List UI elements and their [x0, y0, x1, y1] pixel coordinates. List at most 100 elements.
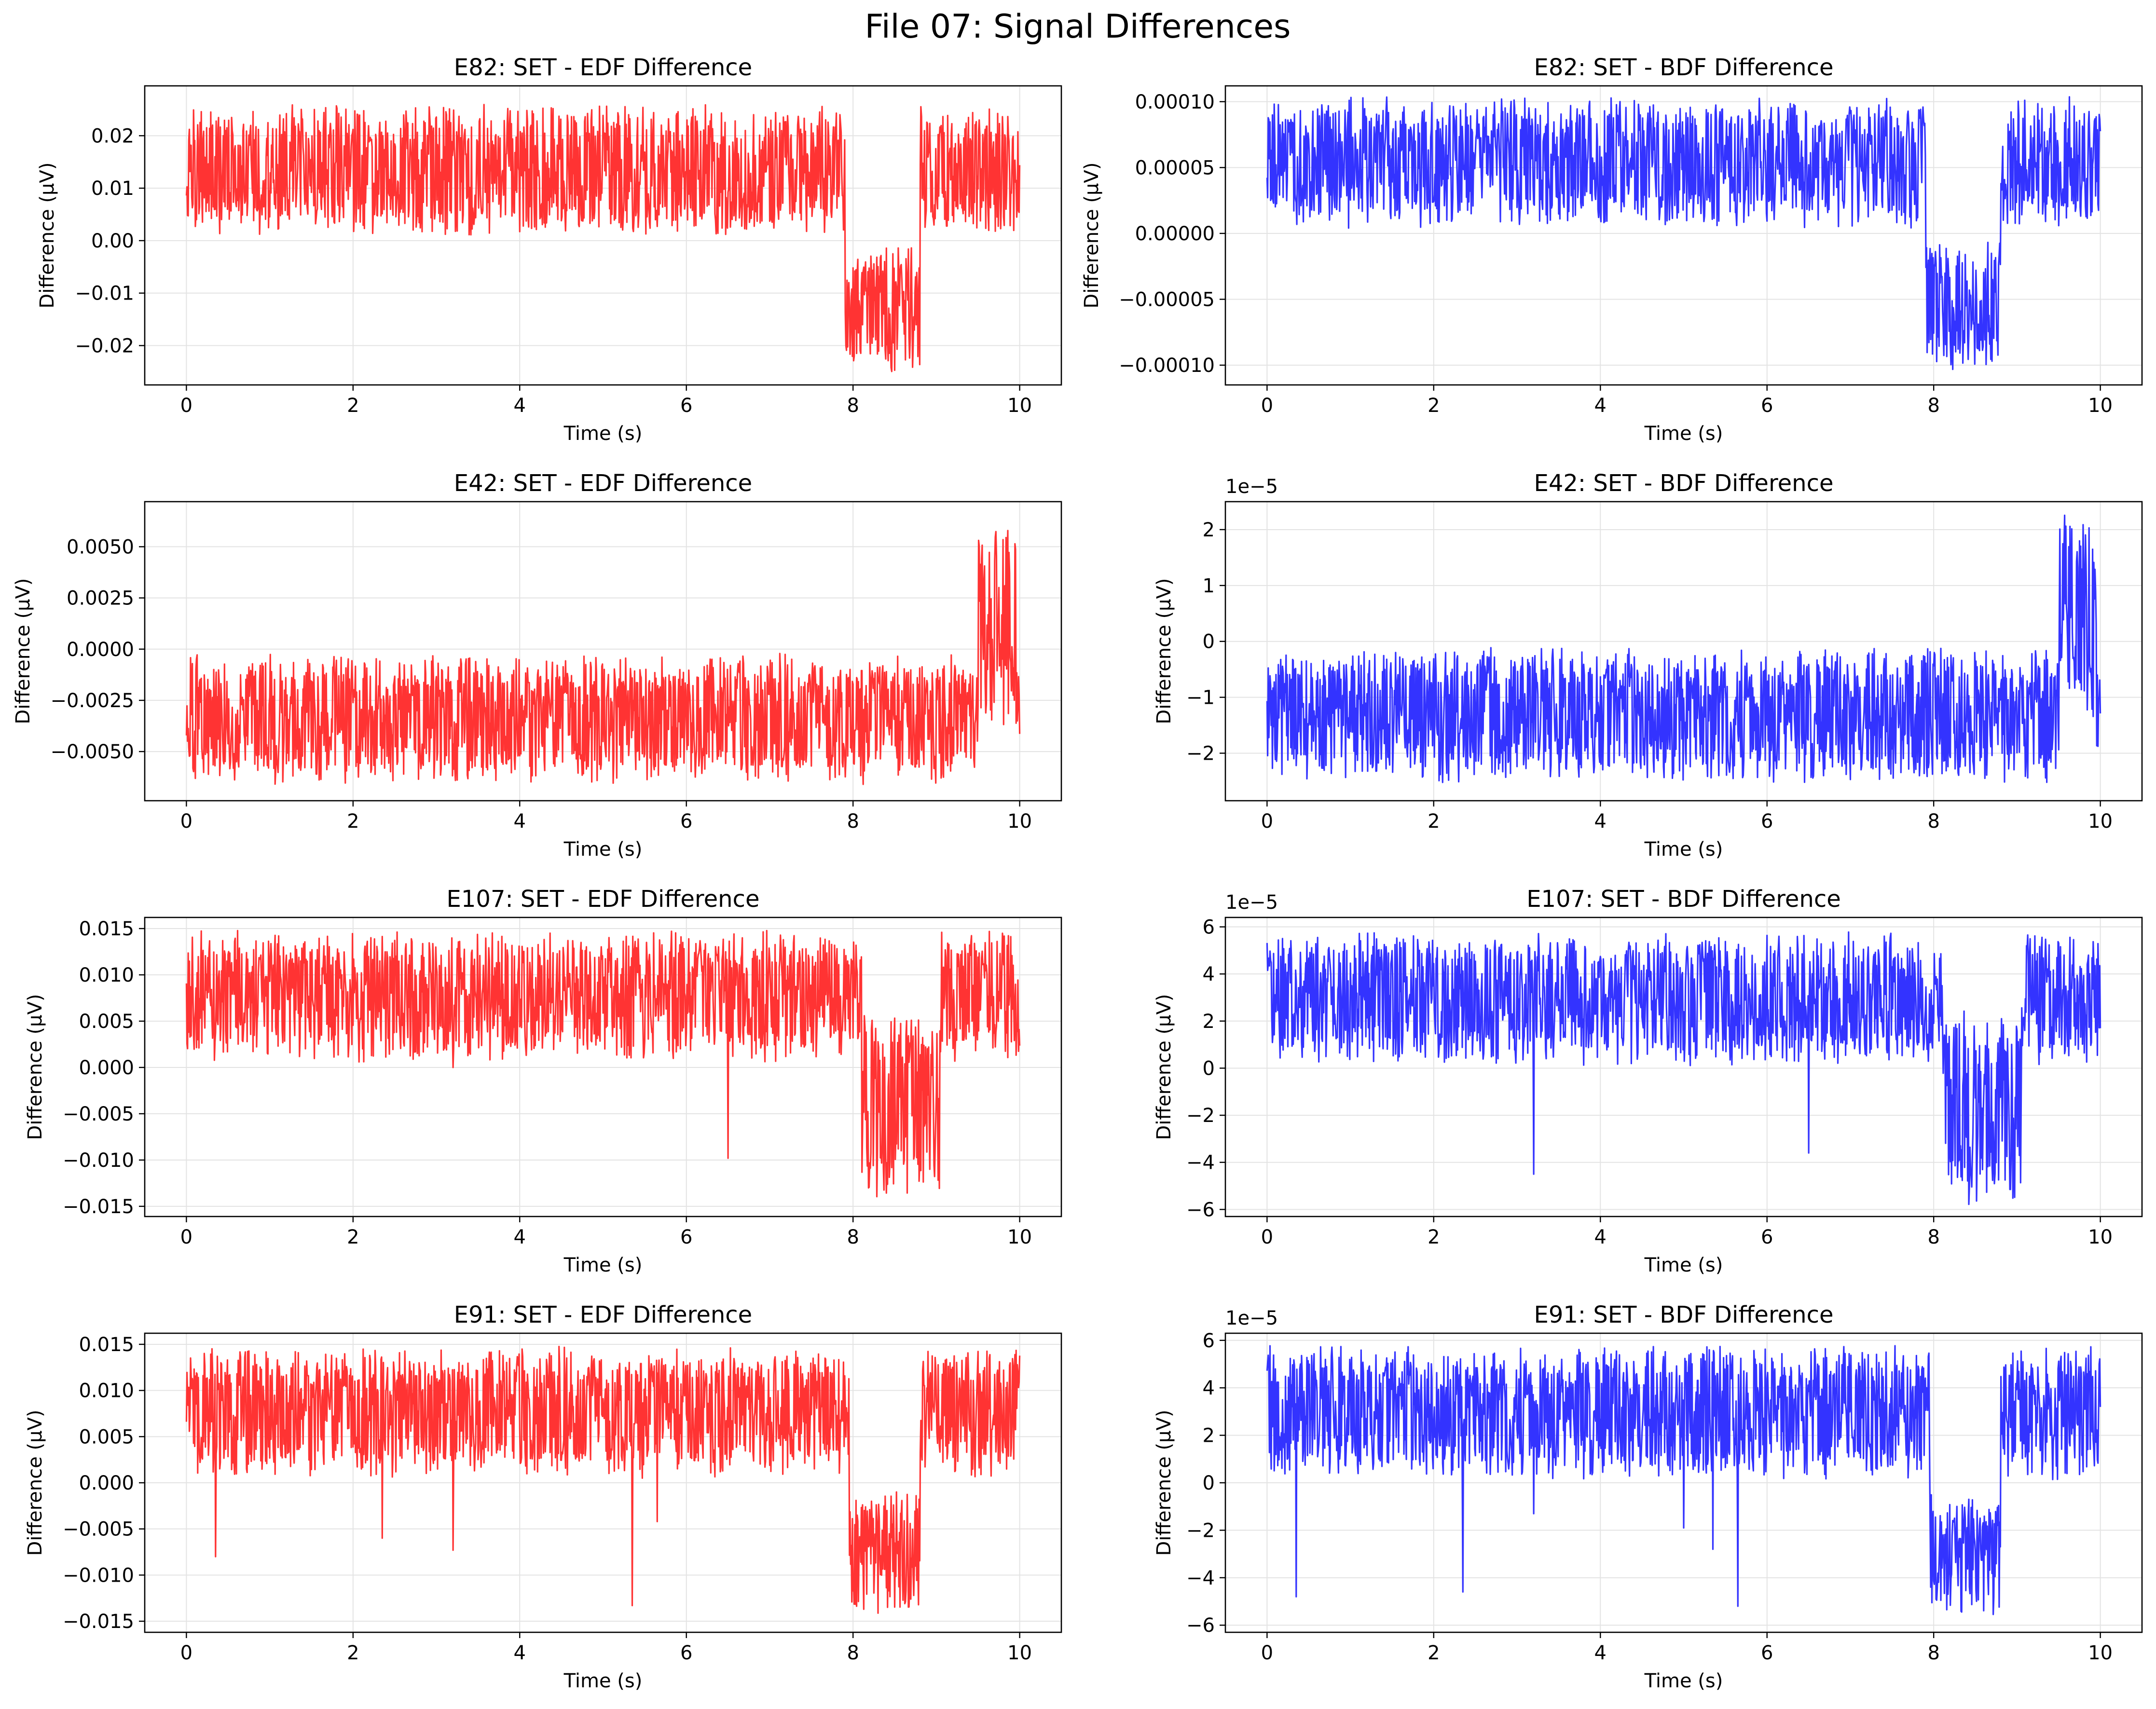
x-tick-label: 6	[1761, 1226, 1773, 1248]
y-tick-label: 2	[1203, 1011, 1215, 1033]
y-tick-label: 0.005	[79, 1011, 134, 1033]
grid-lines	[145, 917, 1061, 1217]
x-tick-label: 2	[1428, 810, 1440, 833]
y-tick-label: 0.010	[79, 1380, 134, 1402]
y-tick-label: −0.00005	[1119, 288, 1215, 311]
y-tick-label: 4	[1203, 1377, 1215, 1399]
x-tick-label: 8	[847, 1226, 859, 1248]
y-tick-label: 0.015	[79, 918, 134, 940]
y-tick-label: −6	[1186, 1199, 1215, 1221]
y-axis-label: Difference (µV)	[1081, 163, 1103, 309]
x-tick-label: 0	[180, 1642, 192, 1664]
y-tick-label: 0.00	[91, 230, 134, 252]
x-tick-label: 6	[1761, 810, 1773, 833]
x-tick-label: 6	[680, 810, 692, 833]
x-tick-label: 0	[180, 395, 192, 417]
plot-frame	[144, 85, 1062, 386]
y-tick-label: 0.02	[91, 125, 134, 147]
y-tick-label: −6	[1186, 1614, 1215, 1637]
y-tick-label: −0.010	[63, 1564, 134, 1586]
x-tick-label: 0	[1261, 395, 1273, 417]
x-tick-label: 4	[1594, 1642, 1607, 1664]
x-tick-label: 2	[1428, 1642, 1440, 1664]
x-tick-label: 10	[1007, 1642, 1032, 1664]
x-tick-label: 6	[1761, 395, 1773, 417]
series-line	[1266, 514, 2101, 783]
subplot-title: E82: SET - BDF Difference	[1534, 54, 1834, 81]
x-tick-label: 8	[1927, 810, 1939, 833]
y-offset-label: 1e−5	[1225, 891, 1278, 914]
y-axis-label: Difference (µV)	[36, 163, 58, 309]
plot-frame	[1224, 501, 2143, 802]
x-tick-label: 0	[180, 1226, 192, 1248]
x-tick-label: 0	[1261, 810, 1273, 833]
subplot-title: E91: SET - BDF Difference	[1534, 1301, 1834, 1328]
y-tick-label: −4	[1186, 1152, 1215, 1174]
y-tick-label: −0.005	[63, 1518, 134, 1541]
y-tick-label: 2	[1203, 1425, 1215, 1447]
y-tick-label: −4	[1186, 1567, 1215, 1589]
x-tick-label: 8	[847, 810, 859, 833]
y-tick-label: −0.02	[75, 335, 134, 357]
subplot-title: E107: SET - EDF Difference	[447, 886, 760, 913]
x-tick-label: 10	[2088, 395, 2113, 417]
y-axis-label: Difference (µV)	[1153, 1410, 1175, 1556]
plot-frame	[1224, 85, 2143, 386]
x-tick-label: 8	[847, 1642, 859, 1664]
series-line	[1266, 96, 2101, 370]
y-tick-label: 6	[1203, 916, 1215, 939]
series-line	[1266, 931, 2101, 1205]
x-tick-label: 6	[1761, 1642, 1773, 1664]
x-tick-label: 6	[680, 1226, 692, 1248]
y-tick-label: 0.005	[79, 1426, 134, 1448]
y-tick-label: −0.005	[63, 1103, 134, 1125]
x-tick-label: 10	[1007, 395, 1032, 417]
y-tick-label: −0.00010	[1119, 355, 1215, 377]
subplot-title: E42: SET - EDF Difference	[454, 470, 752, 497]
y-tick-label: 4	[1203, 963, 1215, 985]
subplot-title: E107: SET - BDF Difference	[1526, 886, 1841, 913]
y-axis-label: Difference (µV)	[24, 1410, 46, 1556]
x-tick-label: 4	[1594, 1226, 1607, 1248]
y-tick-label: 0	[1203, 631, 1215, 653]
y-tick-label: 0.0025	[67, 588, 134, 610]
y-offset-label: 1e−5	[1225, 476, 1278, 498]
x-tick-label: 4	[1594, 395, 1607, 417]
x-tick-label: 0	[180, 810, 192, 833]
y-tick-label: −2	[1186, 742, 1215, 765]
x-tick-label: 6	[680, 395, 692, 417]
x-tick-label: 10	[2088, 810, 2113, 833]
y-tick-label: 0.01	[91, 178, 134, 200]
y-tick-label: 0.00000	[1135, 223, 1215, 245]
x-axis-label: Time (s)	[1644, 1254, 1723, 1276]
y-tick-label: 0.0050	[67, 536, 134, 558]
y-tick-label: 6	[1203, 1330, 1215, 1352]
y-tick-label: 0.010	[79, 964, 134, 986]
y-tick-label: −2	[1186, 1105, 1215, 1127]
subplot-1: E82: SET - EDF Difference 0 2 4 6 8 10 −0.02 −0.…	[36, 54, 1062, 445]
series-line	[185, 1345, 1021, 1614]
x-tick-label: 10	[2088, 1226, 2113, 1248]
x-tick-label: 6	[680, 1642, 692, 1664]
x-tick-label: 4	[514, 395, 526, 417]
x-tick-label: 2	[347, 1226, 359, 1248]
x-tick-label: 4	[514, 1642, 526, 1664]
x-tick-label: 2	[347, 395, 359, 417]
y-tick-label: −0.01	[75, 283, 134, 305]
y-axis-label: Difference (µV)	[12, 578, 34, 725]
series-line	[185, 930, 1021, 1198]
y-offset-label: 1e−5	[1225, 1307, 1278, 1329]
y-tick-label: −0.010	[63, 1149, 134, 1172]
x-tick-label: 2	[347, 810, 359, 833]
subplot-8: E91: SET - BDF Difference 0 2 4 6 8 10 −6 −4 −2 0 2…	[1153, 1301, 2143, 1692]
subplot-7: E91: SET - EDF Difference 0 2 4 6 8 10 −0.015 −0…	[24, 1301, 1062, 1692]
series-line	[185, 104, 1021, 372]
x-tick-label: 2	[347, 1642, 359, 1664]
x-axis-label: Time (s)	[563, 838, 643, 861]
y-tick-label: 1	[1203, 575, 1215, 597]
subplot-title: E91: SET - EDF Difference	[454, 1301, 752, 1328]
y-tick-label: −0.0025	[51, 690, 134, 712]
